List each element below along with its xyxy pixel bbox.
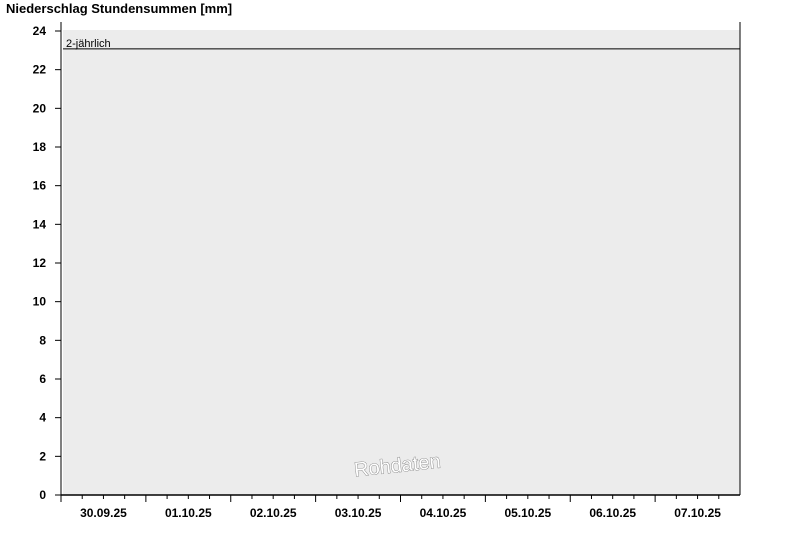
x-tick-label: 30.09.25 xyxy=(80,506,127,520)
y-tick-label: 6 xyxy=(39,372,46,386)
x-tick-label: 01.10.25 xyxy=(165,506,212,520)
y-tick-label: 10 xyxy=(33,295,47,309)
x-tick-label: 03.10.25 xyxy=(335,506,382,520)
y-tick-label: 20 xyxy=(33,101,47,115)
x-axis: 30.09.25 01.10.25 02.10.25 03.10.25 04.10.25… xyxy=(60,495,721,520)
y-tick-label: 24 xyxy=(33,24,47,38)
y-tick-label: 2 xyxy=(39,449,46,463)
y-tick-label: 12 xyxy=(33,256,47,270)
y-tick-label: 16 xyxy=(33,179,47,193)
plot-area xyxy=(63,30,740,495)
x-tick-label: 05.10.25 xyxy=(504,506,551,520)
chart-title: Niederschlag Stundensummen [mm] xyxy=(6,1,232,16)
x-tick-label: 06.10.25 xyxy=(589,506,636,520)
x-tick-label: 02.10.25 xyxy=(250,506,297,520)
reference-line-label: 2-jährlich xyxy=(66,38,111,50)
y-tick-label: 0 xyxy=(39,488,46,502)
y-tick-label: 22 xyxy=(33,63,47,77)
y-tick-label: 14 xyxy=(33,217,47,231)
y-tick-label: 18 xyxy=(33,140,47,154)
y-tick-label: 4 xyxy=(39,411,46,425)
x-tick-label: 07.10.25 xyxy=(674,506,721,520)
x-tick-label: 04.10.25 xyxy=(420,506,467,520)
y-tick-label: 8 xyxy=(39,333,46,347)
reference-lines: 2-jährlich xyxy=(63,38,740,50)
